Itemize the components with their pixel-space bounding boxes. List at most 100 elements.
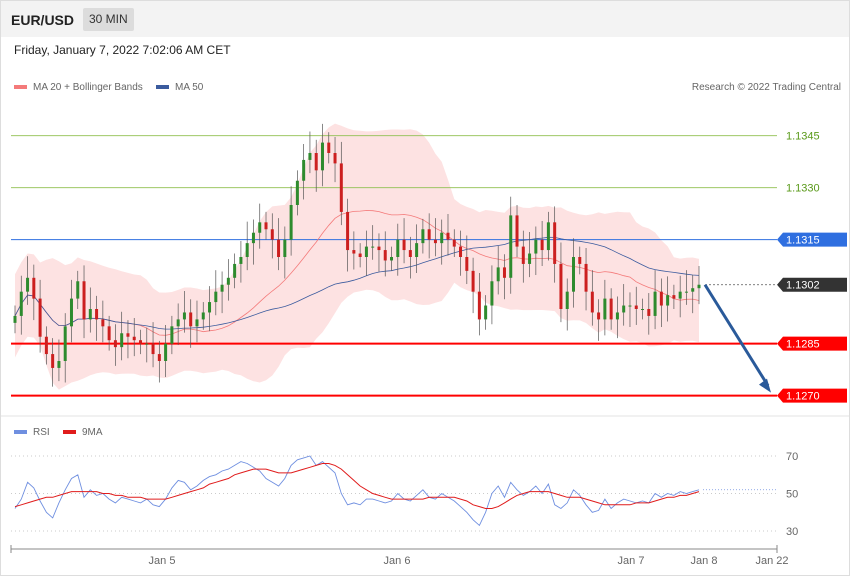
- candle: [107, 315, 111, 351]
- datetime-label: Friday, January 7, 2022 7:02:06 AM CET: [14, 43, 231, 57]
- candle: [653, 270, 657, 330]
- candle: [226, 259, 230, 301]
- candle-body: [295, 180, 299, 205]
- rsi-tick-30: 30: [786, 526, 798, 538]
- x-tick-Jan-22: Jan 22: [755, 555, 788, 567]
- candle-body: [553, 222, 557, 264]
- candle: [314, 139, 318, 192]
- ma20-legend-label: MA 20 + Bollinger Bands: [33, 82, 143, 93]
- candle: [427, 213, 431, 259]
- candle-body: [364, 246, 368, 257]
- candle-body: [490, 281, 494, 306]
- candle-body: [32, 277, 36, 299]
- candle: [157, 340, 161, 383]
- candle-body: [590, 291, 594, 313]
- candle: [164, 324, 168, 377]
- candle: [57, 339, 61, 382]
- candle-body: [226, 277, 230, 285]
- candle-body: [571, 257, 575, 292]
- candle: [509, 196, 513, 294]
- timeframe-badge[interactable]: 30 MIN: [83, 8, 134, 31]
- candle: [622, 284, 626, 326]
- candle-body: [107, 326, 111, 341]
- candle-body: [327, 142, 331, 153]
- candle-body: [584, 263, 588, 292]
- candle: [283, 226, 287, 279]
- candle: [63, 313, 67, 383]
- candle-body: [283, 239, 287, 257]
- candle-body: [609, 298, 613, 320]
- candle: [151, 322, 155, 368]
- candle: [666, 276, 670, 322]
- candle-body: [390, 257, 394, 261]
- rsi-tick-50: 50: [786, 489, 798, 501]
- candle: [534, 226, 538, 276]
- candle-body: [534, 239, 538, 254]
- candle-body: [95, 309, 99, 320]
- candle: [377, 233, 381, 272]
- candle-body: [653, 291, 657, 316]
- candle: [320, 123, 324, 187]
- level-tag-1.1285: [777, 336, 847, 351]
- candle-body: [164, 343, 168, 361]
- candle: [38, 279, 42, 353]
- candle-body: [465, 257, 469, 271]
- candle: [477, 272, 481, 336]
- candle: [295, 170, 299, 216]
- header-bar: EUR/USD 30 MIN: [1, 1, 849, 37]
- candle-body: [502, 267, 506, 278]
- time-axis: Jan 5 Jan 6 Jan 7 Jan 8 Jan 22: [10, 545, 789, 567]
- candle-body: [371, 246, 375, 248]
- candle-body: [82, 281, 86, 320]
- candle: [145, 327, 149, 363]
- candle: [195, 300, 199, 343]
- candle-body: [195, 319, 199, 327]
- level-label-1.1285: 1.1285: [786, 339, 820, 351]
- candle-body: [408, 250, 412, 257]
- candle-body: [145, 343, 149, 345]
- candle-body: [151, 343, 155, 355]
- rsi-panel: 30 50 70: [11, 451, 798, 538]
- candle-body: [440, 232, 444, 244]
- credit-text: Research © 2022 Trading Central: [692, 82, 841, 93]
- candle-body: [383, 250, 387, 261]
- candle-body: [69, 298, 73, 327]
- candle-body: [433, 239, 437, 244]
- candle: [471, 257, 475, 314]
- candle: [584, 247, 588, 311]
- candle: [484, 295, 488, 330]
- candle: [559, 242, 563, 323]
- candle: [609, 288, 613, 330]
- candle-body: [634, 305, 638, 309]
- candle-body: [233, 263, 237, 278]
- candle: [415, 224, 419, 273]
- candle-body: [239, 257, 243, 264]
- candle: [239, 241, 243, 283]
- ma50-legend-swatch: [156, 85, 169, 89]
- candle-body: [477, 291, 481, 320]
- candle-body: [302, 159, 306, 181]
- candle-body: [603, 298, 607, 320]
- rsi-ma-legend-swatch: [63, 430, 76, 434]
- level-label-1.1315: 1.1315: [786, 235, 820, 247]
- candle-body: [641, 309, 645, 310]
- price-panel: 1.1345 1.1330 1.1315 1.1302 1.1285 1.1270: [11, 123, 847, 403]
- candle: [339, 141, 343, 226]
- candle-body: [51, 354, 55, 368]
- candle-body: [264, 222, 268, 230]
- candle: [214, 270, 218, 316]
- candle: [201, 302, 205, 330]
- candle-body: [496, 267, 500, 282]
- candle-body: [352, 250, 356, 254]
- candle: [452, 229, 456, 257]
- forecast-arrow: [703, 283, 770, 387]
- candle-body: [415, 243, 419, 257]
- candle: [697, 266, 701, 305]
- candle-body: [446, 232, 450, 240]
- candle-body: [559, 263, 563, 309]
- candle-body: [628, 305, 632, 307]
- candle-body: [320, 142, 324, 171]
- candle-body: [339, 163, 343, 212]
- x-tick-Jan-5: Jan 5: [149, 555, 176, 567]
